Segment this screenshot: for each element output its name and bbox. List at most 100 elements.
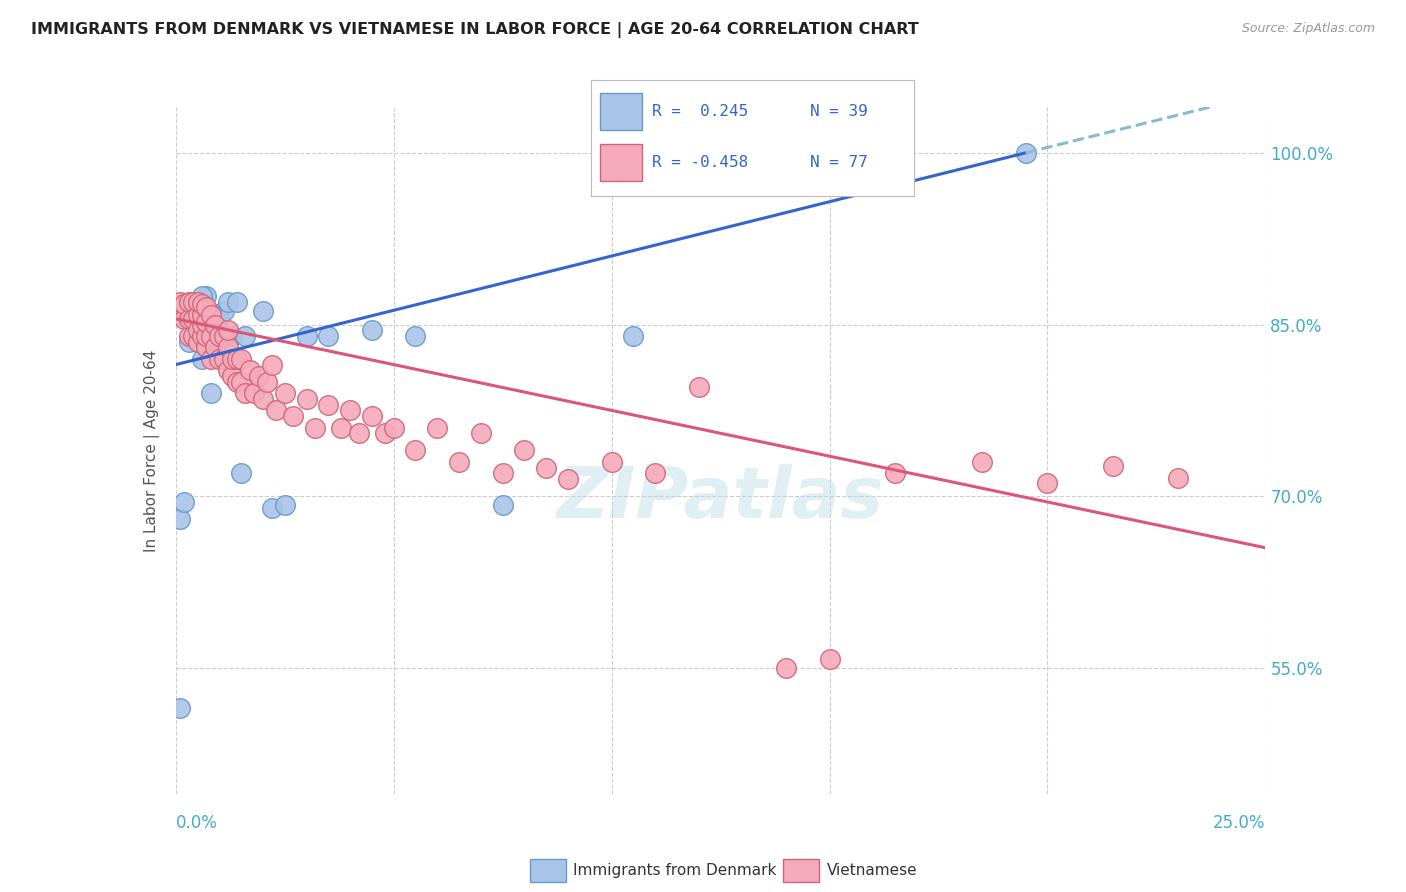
Point [186,294,209,309]
Point [243,386,266,401]
Point [513,443,536,458]
Point [208,351,231,366]
Point [252,303,274,318]
Point [221,369,243,384]
Point [382,420,405,434]
Point [191,309,214,323]
Point [283,409,305,424]
Point [186,323,209,337]
Point [818,652,841,666]
Point [204,340,226,354]
Point [195,301,218,315]
Point [195,340,218,354]
Point [169,701,191,715]
Point [195,315,218,329]
Text: 25.0%: 25.0% [1213,814,1265,832]
Bar [530,859,565,882]
Point [260,500,283,515]
Point [1036,475,1059,490]
Text: Vietnamese: Vietnamese [827,863,917,878]
Point [247,369,270,384]
Point [181,303,204,318]
Point [225,294,247,309]
Text: N = 77: N = 77 [810,155,868,170]
Point [339,403,361,417]
Y-axis label: In Labor Force | Age 20-64: In Labor Force | Age 20-64 [143,350,160,551]
Point [200,386,222,401]
Text: Immigrants from Denmark: Immigrants from Denmark [574,863,776,878]
Point [200,351,222,366]
Point [235,329,257,343]
Point [970,455,993,469]
Point [264,403,287,417]
Point [200,311,222,326]
Point [191,318,214,332]
Point [360,323,382,337]
Point [492,467,515,481]
Point [177,294,200,309]
Point [217,363,239,377]
Point [217,340,239,354]
Point [1102,459,1125,474]
Point [231,351,253,366]
Point [231,467,253,481]
Point [204,309,226,323]
Point [181,329,204,343]
Point [295,329,318,343]
Point [177,311,200,326]
Point [252,392,274,406]
Point [405,443,427,458]
Point [195,289,218,303]
Point [169,309,191,323]
Text: N = 39: N = 39 [810,104,868,120]
Point [217,323,239,337]
Point [235,386,257,401]
Point [239,363,262,377]
Point [231,375,253,389]
Point [186,329,209,343]
Point [177,329,200,343]
Point [621,329,644,343]
Point [225,375,247,389]
Point [204,329,226,343]
Point [191,289,214,303]
Point [212,329,235,343]
Point [177,306,200,320]
Point [447,455,470,469]
Point [256,375,278,389]
Point [492,499,515,513]
Point [360,409,382,424]
Point [169,294,191,309]
Point [200,329,222,343]
Point [195,329,218,343]
Point [274,386,297,401]
Point [200,309,222,323]
Point [212,303,235,318]
Point [274,499,297,513]
Point [557,472,579,486]
Text: R = -0.458: R = -0.458 [652,155,748,170]
Point [221,329,243,343]
Point [426,420,449,434]
Text: R =  0.245: R = 0.245 [652,104,748,120]
Point [295,392,318,406]
Point [243,384,266,398]
Point [195,340,218,354]
Text: 0.0%: 0.0% [176,814,218,832]
Point [181,294,204,309]
Point [173,311,195,326]
Point [208,331,231,345]
Point [173,297,195,311]
Point [534,460,557,475]
Point [169,512,191,526]
Point [775,661,797,675]
Point [173,495,195,509]
Bar [600,144,643,181]
Point [304,420,326,434]
Point [318,329,340,343]
Point [181,323,204,337]
Point [191,329,214,343]
Point [195,311,218,326]
Point [212,351,235,366]
Point [470,426,492,441]
